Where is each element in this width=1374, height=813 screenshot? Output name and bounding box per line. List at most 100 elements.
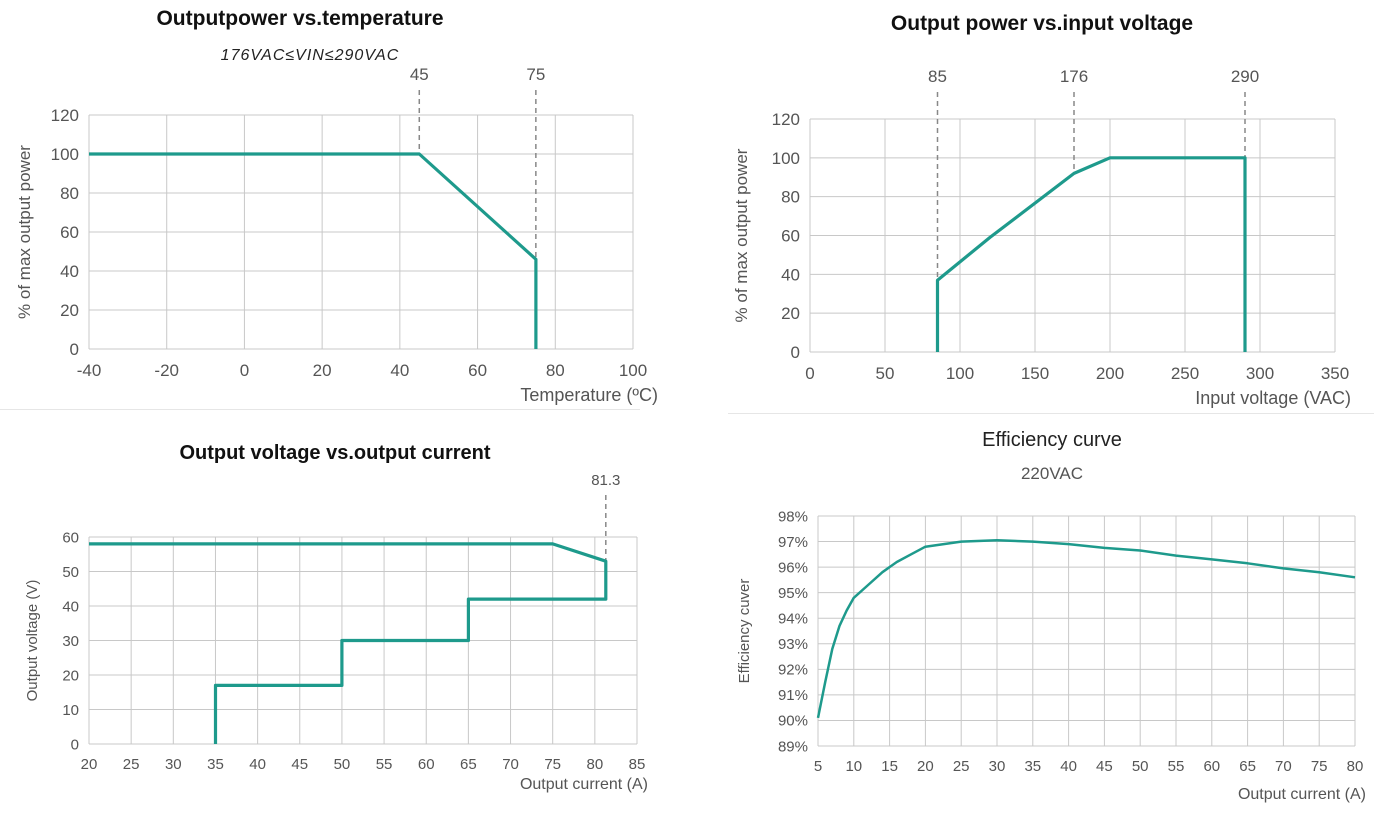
y-tick-label: 40 xyxy=(60,262,79,281)
reference-label: 45 xyxy=(410,65,429,84)
x-tick-label: 100 xyxy=(619,361,647,380)
y-tick-label: 0 xyxy=(70,340,79,359)
x-tick-label: 50 xyxy=(1132,758,1149,775)
x-tick-label: 35 xyxy=(207,756,224,773)
divider xyxy=(0,409,640,410)
y-axis-label: % of max output power xyxy=(732,148,751,322)
y-tick-label: 93% xyxy=(778,636,808,653)
y-tick-label: 0 xyxy=(71,736,79,753)
x-tick-label: 50 xyxy=(334,756,351,773)
y-tick-label: 91% xyxy=(778,687,808,704)
x-axis-label: Output current (A) xyxy=(520,776,648,793)
x-tick-label: 55 xyxy=(376,756,393,773)
y-tick-label: 10 xyxy=(62,702,79,719)
reference-label: 176 xyxy=(1060,67,1088,86)
y-tick-label: 90% xyxy=(778,713,808,730)
chart-title: Output voltage vs.output current xyxy=(179,442,491,464)
x-tick-label: 350 xyxy=(1321,364,1349,383)
y-tick-label: 60 xyxy=(781,226,800,245)
chart-panel-efficiency: Efficiency curve 220VAC 89% 90% 91% 92% 93% 9… xyxy=(687,410,1374,813)
series-line xyxy=(89,542,608,744)
reference-label: 290 xyxy=(1231,67,1259,86)
chart-panel-input-voltage: Output power vs.input voltage 0 20 40 60 80 1… xyxy=(687,0,1374,410)
x-tick-label: 70 xyxy=(1275,758,1292,775)
y-axis-label: Efficiency cuver xyxy=(736,579,753,684)
y-tick-label: 60 xyxy=(62,529,79,546)
y-tick-label: 0 xyxy=(791,343,800,362)
x-tick-label: 70 xyxy=(502,756,519,773)
x-tick-label: 30 xyxy=(989,758,1006,775)
x-tick-label: 60 xyxy=(1203,758,1220,775)
series-line xyxy=(89,152,538,349)
y-tick-label: 80 xyxy=(60,184,79,203)
x-tick-label: 40 xyxy=(1060,758,1077,775)
x-tick-label: 75 xyxy=(544,756,561,773)
x-tick-label: 65 xyxy=(1239,758,1256,775)
y-tick-label: 96% xyxy=(778,559,808,576)
x-tick-label: 65 xyxy=(460,756,477,773)
chart-subtitle: 176VAC≤VIN≤290VAC xyxy=(220,47,400,64)
x-tick-label: -20 xyxy=(154,361,179,380)
y-tick-label: 120 xyxy=(772,110,800,129)
x-axis-label: Output current (A) xyxy=(1238,786,1366,803)
chart-title: Efficiency curve xyxy=(982,429,1122,451)
y-tick-label: 98% xyxy=(778,508,808,525)
divider xyxy=(728,413,1374,414)
y-tick-label: 20 xyxy=(62,667,79,684)
x-tick-label: 5 xyxy=(814,758,822,775)
x-tick-label: 25 xyxy=(123,756,140,773)
chart-panel-output-voltage: Output voltage vs.output current 0 10 20 30… xyxy=(0,410,687,813)
x-tick-label: 40 xyxy=(249,756,266,773)
y-tick-label: 95% xyxy=(778,585,808,602)
x-axis-label: Temperature (ºC) xyxy=(520,385,658,405)
reference-label: 85 xyxy=(928,67,947,86)
chart-title: Outputpower vs.temperature xyxy=(156,7,444,30)
x-tick-label: 300 xyxy=(1246,364,1274,383)
x-tick-label: 20 xyxy=(81,756,98,773)
x-tick-label: -40 xyxy=(77,361,102,380)
y-tick-label: 50 xyxy=(62,564,79,581)
chart-temperature: 0 20 40 60 80 100 120 -40 -20 0 20 40 60 80 100 Tempera… xyxy=(15,65,658,405)
y-tick-label: 40 xyxy=(781,265,800,284)
x-tick-label: 35 xyxy=(1024,758,1041,775)
x-tick-label: 100 xyxy=(946,364,974,383)
y-tick-label: 80 xyxy=(781,188,800,207)
x-tick-label: 0 xyxy=(240,361,249,380)
y-tick-label: 100 xyxy=(772,149,800,168)
y-tick-label: 20 xyxy=(781,304,800,323)
x-tick-label: 80 xyxy=(1347,758,1364,775)
y-axis-label: % of max output power xyxy=(15,145,34,319)
y-axis-label: Output voltage (V) xyxy=(24,580,41,702)
x-tick-label: 10 xyxy=(845,758,862,775)
x-tick-label: 20 xyxy=(917,758,934,775)
y-tick-label: 97% xyxy=(778,534,808,551)
x-tick-label: 50 xyxy=(876,364,895,383)
x-tick-label: 0 xyxy=(805,364,814,383)
series-line xyxy=(816,539,1356,719)
x-tick-label: 20 xyxy=(313,361,332,380)
y-tick-label: 120 xyxy=(51,106,79,125)
x-tick-label: 15 xyxy=(881,758,898,775)
x-tick-label: 60 xyxy=(418,756,435,773)
y-tick-label: 30 xyxy=(62,633,79,650)
y-tick-label: 100 xyxy=(51,145,79,164)
reference-label: 81.3 xyxy=(591,472,620,489)
x-tick-label: 250 xyxy=(1171,364,1199,383)
x-tick-label: 80 xyxy=(587,756,604,773)
series-line xyxy=(935,156,1247,352)
chart-input-voltage: 0 20 40 60 80 100 120 0 50 100 150 200 250 300 350 Inpu… xyxy=(732,67,1351,408)
x-tick-label: 45 xyxy=(1096,758,1113,775)
y-tick-label: 40 xyxy=(62,598,79,615)
y-tick-label: 94% xyxy=(778,610,808,627)
x-tick-label: 80 xyxy=(546,361,565,380)
x-tick-label: 200 xyxy=(1096,364,1124,383)
x-tick-label: 30 xyxy=(165,756,182,773)
chart-panel-temperature: Outputpower vs.temperature 176VAC≤VIN≤29… xyxy=(0,0,687,410)
y-tick-label: 60 xyxy=(60,223,79,242)
x-tick-label: 45 xyxy=(291,756,308,773)
x-tick-label: 150 xyxy=(1021,364,1049,383)
x-tick-label: 75 xyxy=(1311,758,1328,775)
y-tick-label: 92% xyxy=(778,662,808,679)
chart-subtitle: 220VAC xyxy=(1020,464,1084,483)
x-tick-label: 25 xyxy=(953,758,970,775)
